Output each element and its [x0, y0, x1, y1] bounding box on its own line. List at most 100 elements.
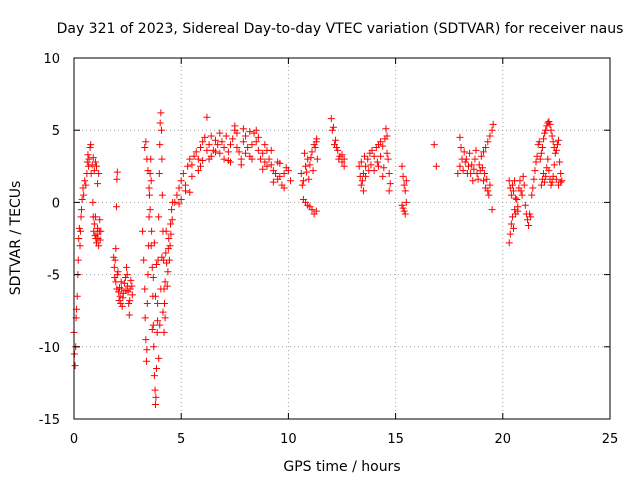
data-point [464, 162, 472, 170]
x-tick-label: 10 [280, 432, 297, 447]
data-point [257, 155, 265, 163]
data-point [80, 191, 88, 199]
data-point [480, 177, 488, 185]
data-point [112, 203, 120, 211]
x-tick-label: 20 [495, 432, 512, 447]
data-point [158, 155, 166, 163]
data-point [166, 242, 174, 250]
data-point [239, 125, 247, 133]
data-point [556, 158, 564, 166]
data-point [548, 178, 556, 186]
data-point [246, 128, 254, 136]
data-point [144, 167, 152, 175]
data-point [175, 200, 183, 208]
data-point [400, 207, 408, 215]
data-point [151, 386, 159, 394]
data-point [309, 167, 317, 175]
data-point [93, 162, 101, 170]
data-point [155, 354, 163, 362]
data-point [89, 154, 97, 162]
data-point [400, 181, 408, 189]
data-point [154, 299, 162, 307]
data-point [299, 177, 307, 185]
data-point [364, 155, 372, 163]
data-point [148, 263, 156, 271]
data-point [153, 364, 161, 372]
data-point [127, 276, 135, 284]
data-point [220, 155, 228, 163]
data-point [118, 285, 126, 293]
data-point [117, 278, 125, 286]
data-point [156, 321, 164, 329]
data-point [86, 144, 94, 152]
data-point [462, 155, 470, 163]
data-point [87, 170, 95, 178]
data-point [153, 260, 161, 268]
y-tick-label: -15 [39, 413, 60, 428]
data-point [160, 299, 168, 307]
data-point [276, 172, 284, 180]
data-point [153, 328, 161, 336]
data-point [91, 158, 99, 166]
data-point [254, 133, 262, 141]
data-point [267, 161, 275, 169]
data-point [385, 187, 393, 195]
data-point [312, 207, 320, 215]
data-point [248, 141, 256, 149]
data-point [95, 242, 103, 250]
data-point [218, 138, 226, 146]
data-point [142, 357, 150, 365]
data-point [313, 135, 321, 143]
data-point [488, 206, 496, 214]
data-point [530, 175, 538, 183]
data-point [329, 123, 337, 131]
data-point [541, 129, 549, 137]
data-point [115, 288, 123, 296]
data-point [123, 271, 131, 279]
data-point [168, 216, 176, 224]
data-point [469, 177, 477, 185]
data-point [94, 180, 102, 188]
data-point [523, 216, 531, 224]
data-point [150, 239, 158, 247]
data-point [233, 129, 241, 137]
data-point [517, 187, 525, 195]
data-point [510, 224, 518, 232]
data-point [533, 152, 541, 160]
data-point [508, 213, 516, 221]
data-point [538, 144, 546, 152]
data-point [128, 282, 136, 290]
data-point [507, 191, 515, 199]
data-point [308, 148, 316, 156]
data-point [160, 328, 168, 336]
data-point [537, 149, 545, 157]
data-point [203, 146, 211, 154]
data-point [545, 167, 553, 175]
data-point [118, 302, 126, 310]
data-point [334, 146, 342, 154]
grid-lines [74, 58, 610, 419]
data-point [159, 308, 167, 316]
data-point [115, 297, 123, 305]
data-point [473, 170, 481, 178]
data-point [311, 144, 319, 152]
data-point [212, 148, 220, 156]
data-point [150, 343, 158, 351]
data-point [94, 224, 102, 232]
data-point [242, 149, 250, 157]
x-tick-label: 25 [602, 432, 619, 447]
data-point [179, 170, 187, 178]
data-point [96, 236, 104, 244]
data-point [527, 213, 535, 221]
data-point [188, 172, 196, 180]
data-point [220, 144, 228, 152]
data-point [184, 162, 192, 170]
data-point [340, 162, 348, 170]
data-point [199, 138, 207, 146]
data-point [552, 146, 560, 154]
data-point [75, 224, 83, 232]
data-point [148, 227, 156, 235]
data-point [529, 184, 537, 192]
data-point [478, 164, 486, 172]
data-point [265, 155, 273, 163]
